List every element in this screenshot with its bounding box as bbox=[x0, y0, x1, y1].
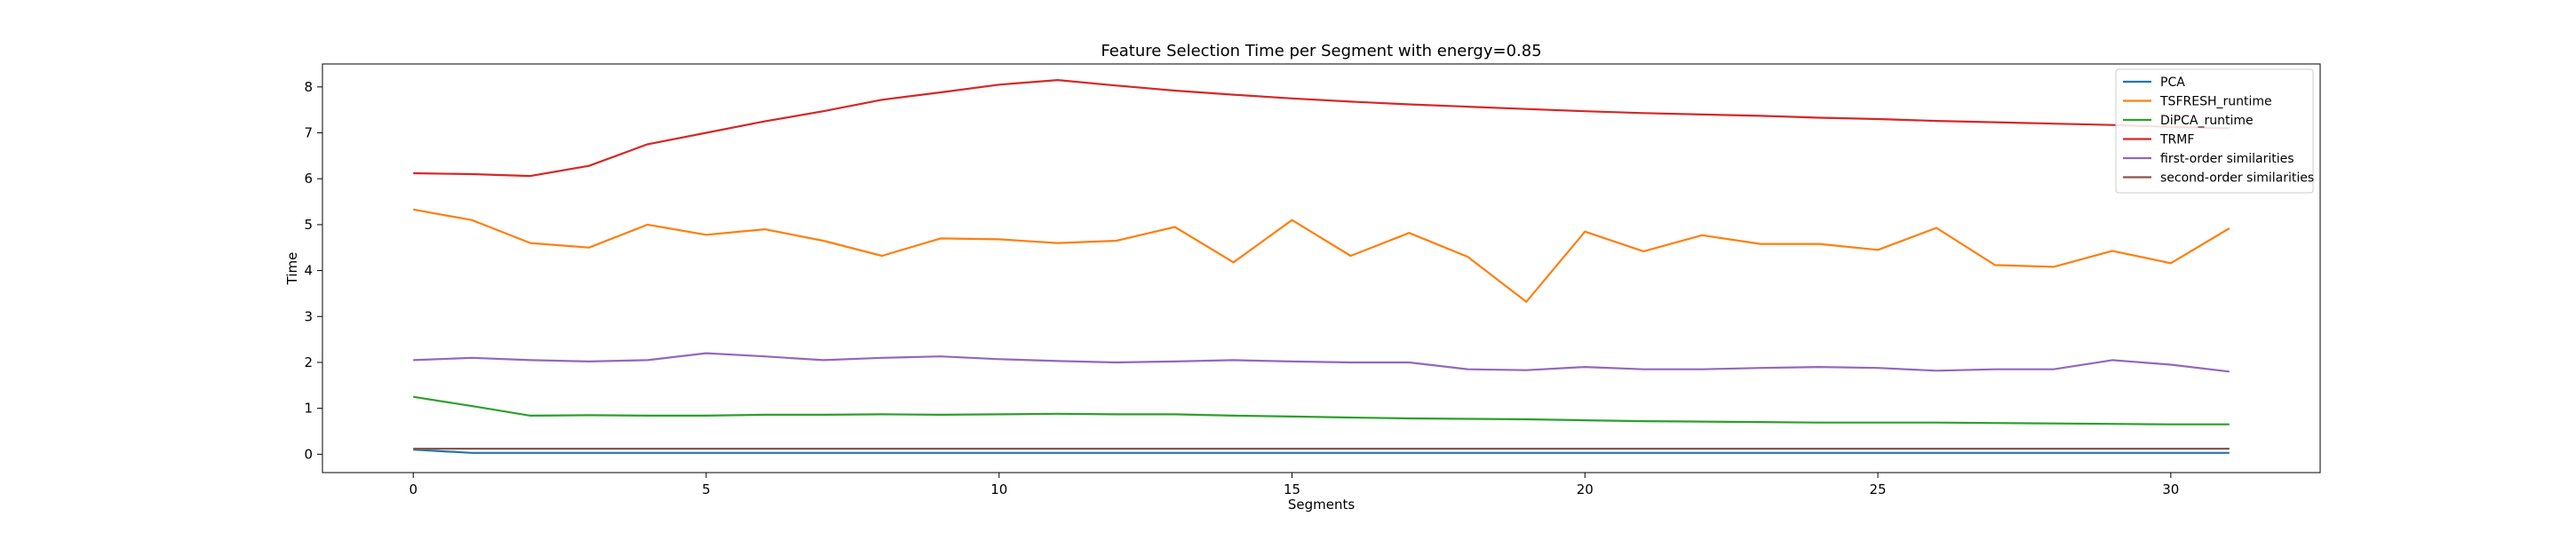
chart-title: Feature Selection Time per Segment with … bbox=[1101, 42, 1541, 60]
series-line-1 bbox=[413, 208, 2230, 303]
legend-label-1: TSFRESH_runtime bbox=[2159, 95, 2272, 109]
y-tick-label: 0 bbox=[304, 446, 313, 462]
legend-label-4: first-order similarities bbox=[2160, 152, 2294, 166]
y-tick-label: 1 bbox=[304, 401, 313, 417]
legend-label-0: PCA bbox=[2160, 76, 2185, 90]
x-axis-label: Segments bbox=[1288, 497, 1356, 513]
y-tick-label: 2 bbox=[304, 354, 313, 370]
legend-label-3: TRMF bbox=[2159, 133, 2194, 147]
x-axis: 0 5 10 15 20 25 30 bbox=[409, 473, 2179, 497]
x-tick-label: 5 bbox=[702, 481, 711, 497]
y-tick-label: 7 bbox=[304, 125, 313, 141]
y-tick-label: 4 bbox=[304, 263, 313, 279]
legend-label-2: DiPCA_runtime bbox=[2160, 114, 2254, 128]
y-tick-label: 5 bbox=[304, 217, 313, 233]
x-tick-label: 20 bbox=[1577, 481, 1594, 497]
y-tick-label: 3 bbox=[304, 308, 313, 324]
legend: PCA TSFRESH_runtime DiPCA_runtime TRMF first… bbox=[2115, 68, 2314, 194]
series-layer bbox=[413, 78, 2230, 454]
x-tick-label: 0 bbox=[409, 481, 417, 497]
x-tick-label: 15 bbox=[1284, 481, 1300, 497]
series-line-4 bbox=[413, 352, 2230, 373]
y-tick-label: 8 bbox=[304, 79, 313, 95]
legend-box bbox=[2115, 68, 2314, 194]
x-tick-label: 10 bbox=[990, 481, 1007, 497]
y-axis-label: Time bbox=[284, 252, 300, 286]
series-line-0 bbox=[413, 449, 2230, 454]
y-axis: 0 1 2 3 4 5 6 7 8 bbox=[304, 79, 322, 462]
x-tick-label: 30 bbox=[2162, 481, 2179, 497]
plot-area-frame bbox=[322, 63, 2321, 473]
legend-label-5: second-order similarities bbox=[2160, 171, 2314, 186]
series-line-3 bbox=[413, 78, 2230, 178]
x-tick-label: 25 bbox=[1870, 481, 1887, 497]
y-tick-label: 6 bbox=[304, 171, 313, 187]
series-line-2 bbox=[413, 395, 2230, 426]
